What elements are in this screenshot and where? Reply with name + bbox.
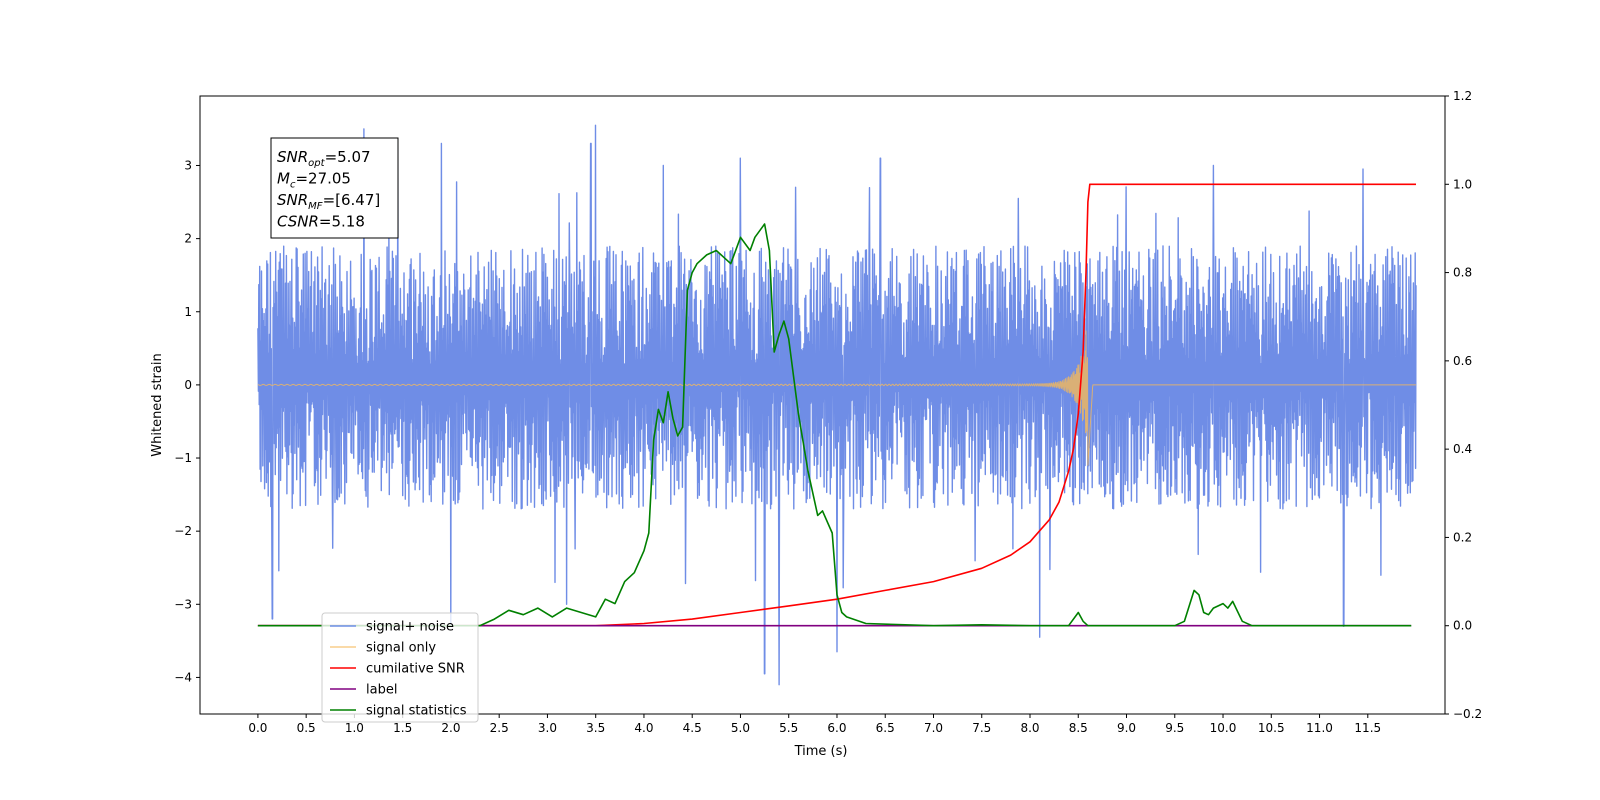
x-tick-label: 2.0 [441,721,460,735]
legend-label-cumilative-snr: cumilative SNR [366,662,465,677]
legend-label-signal-noise: signal+ noise [366,620,454,635]
x-tick-label: 11.5 [1354,721,1381,735]
y-tick-label: −4 [174,670,192,684]
x-tick-label: 10.5 [1258,721,1285,735]
y-tick-label: 3 [184,158,192,172]
series-cumilative-snr-line [257,183,1416,627]
y2-tick-label: 0.6 [1453,354,1472,368]
annotation-line: SNRMF=[6.47] [277,191,380,212]
y-axis-left: 3 2 1 0 −1 −2 −3 −4 [174,158,200,684]
y-tick-label: −3 [174,597,192,611]
x-tick-label: 11.0 [1306,721,1333,735]
x-tick-label: 9.5 [1165,721,1184,735]
legend-label-label: label [366,683,397,698]
series-layer [257,124,1417,686]
y2-tick-label: 0.2 [1453,530,1472,544]
x-axis: 0.0 0.5 1.0 1.5 2.0 2.5 3.0 3.5 4.0 4.5 5.0 5.5 6.0 6… [248,714,1381,735]
y-axis-label: Whitened strain [150,353,165,456]
y-axis-right: 1.2 1.0 0.8 0.6 0.4 0.2 0.0 −0.2 [1445,89,1482,721]
x-tick-label: 3.5 [586,721,605,735]
y-tick-label: 2 [184,232,192,246]
x-tick-label: 5.5 [779,721,798,735]
y2-tick-label: 0.4 [1453,442,1472,456]
y-tick-label: −2 [174,524,192,538]
y2-tick-label: 0.0 [1453,619,1472,633]
x-tick-label: 6.0 [827,721,846,735]
x-tick-label: 7.5 [972,721,991,735]
y2-tick-label: 1.0 [1453,177,1472,191]
legend-label-signal-only: signal only [366,641,436,656]
y-tick-label: 1 [184,305,192,319]
legend-label-signal-statistics: signal statistics [366,704,467,719]
y2-tick-label: −0.2 [1453,707,1482,721]
x-tick-label: 9.0 [1117,721,1136,735]
series-signal-statistics-line [257,223,1412,627]
x-tick-label: 10.0 [1210,721,1237,735]
x-tick-label: 2.5 [490,721,509,735]
x-tick-label: 5.0 [731,721,750,735]
y-tick-label: −1 [174,451,192,465]
annotation-line: SNRopt=5.07 [277,148,371,169]
x-tick-label: 0.5 [297,721,316,735]
plot-frame [199,95,1446,715]
x-tick-label: 1.0 [345,721,364,735]
x-tick-label: 7.0 [924,721,943,735]
y2-tick-label: 0.8 [1453,266,1472,280]
x-tick-label: 4.5 [683,721,702,735]
x-tick-label: 8.5 [1069,721,1088,735]
legend: signal+ noise signal only cumilative SNR la… [321,612,479,723]
series-signal-noise-line [257,124,1417,686]
annotation-line: Mc=27.05 [277,170,351,191]
x-tick-label: 6.5 [876,721,895,735]
x-axis-label: Time (s) [794,744,848,759]
x-tick-label: 3.0 [538,721,557,735]
x-tick-label: 4.0 [634,721,653,735]
y2-tick-label: 1.2 [1453,89,1472,103]
annotation-line: CSNR=5.18 [277,213,365,231]
series-signal-only-line [257,330,1417,466]
x-tick-label: 1.5 [393,721,412,735]
x-tick-label: 0.0 [248,721,267,735]
y-tick-label: 0 [184,378,192,392]
x-tick-label: 8.0 [1020,721,1039,735]
